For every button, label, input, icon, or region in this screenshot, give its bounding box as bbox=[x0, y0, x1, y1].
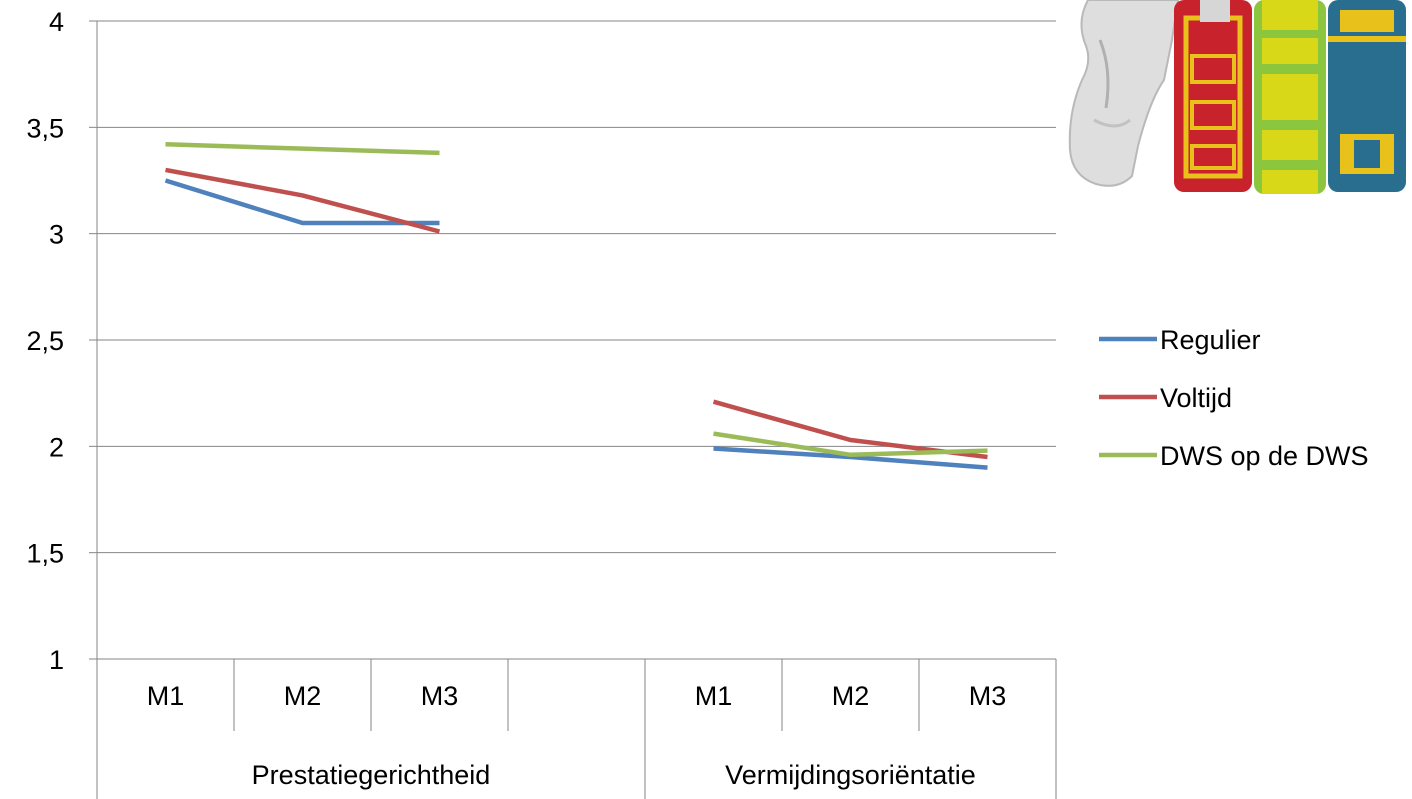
x-axis-ticks: M1 M2 M3 M1 M2 M3 Prestatiegerichtheid Vermijdi… bbox=[147, 681, 1007, 790]
series-line-2 bbox=[165, 142, 440, 156]
y-tick-label: 1 bbox=[49, 645, 64, 675]
x-tick-label: M2 bbox=[832, 681, 870, 711]
books-figure-illustration bbox=[1068, 0, 1406, 194]
legend-label: DWS op de DWS bbox=[1160, 441, 1369, 471]
y-tick-label: 2 bbox=[49, 432, 64, 462]
x-tick-label: M1 bbox=[147, 681, 185, 711]
series-line-0 bbox=[164, 178, 440, 226]
y-tick-label: 2,5 bbox=[26, 326, 64, 356]
x-group-label: Prestatiegerichtheid bbox=[252, 760, 491, 790]
x-tick-label: M1 bbox=[695, 681, 733, 711]
axes bbox=[89, 20, 1057, 799]
series-line-1 bbox=[165, 167, 441, 234]
legend-label: Voltijd bbox=[1160, 383, 1232, 413]
x-group-label: Vermijdingsoriëntatie bbox=[725, 760, 976, 790]
x-tick-label: M2 bbox=[284, 681, 322, 711]
legend: Regulier Voltijd DWS op de DWS bbox=[1099, 325, 1369, 471]
series-lines bbox=[164, 142, 988, 470]
series-line-2 bbox=[713, 431, 988, 458]
y-tick-label: 3 bbox=[49, 220, 64, 250]
y-tick-label: 4 bbox=[49, 7, 64, 37]
series-line-1 bbox=[712, 399, 988, 460]
y-axis-ticks: 1 1,5 2 2,5 3 3,5 4 bbox=[26, 7, 64, 675]
y-tick-label: 1,5 bbox=[26, 539, 64, 569]
x-tick-label: M3 bbox=[421, 681, 459, 711]
y-tick-label: 3,5 bbox=[26, 113, 64, 143]
gridlines bbox=[97, 20, 1056, 554]
x-tick-label: M3 bbox=[969, 681, 1007, 711]
legend-label: Regulier bbox=[1160, 325, 1261, 355]
